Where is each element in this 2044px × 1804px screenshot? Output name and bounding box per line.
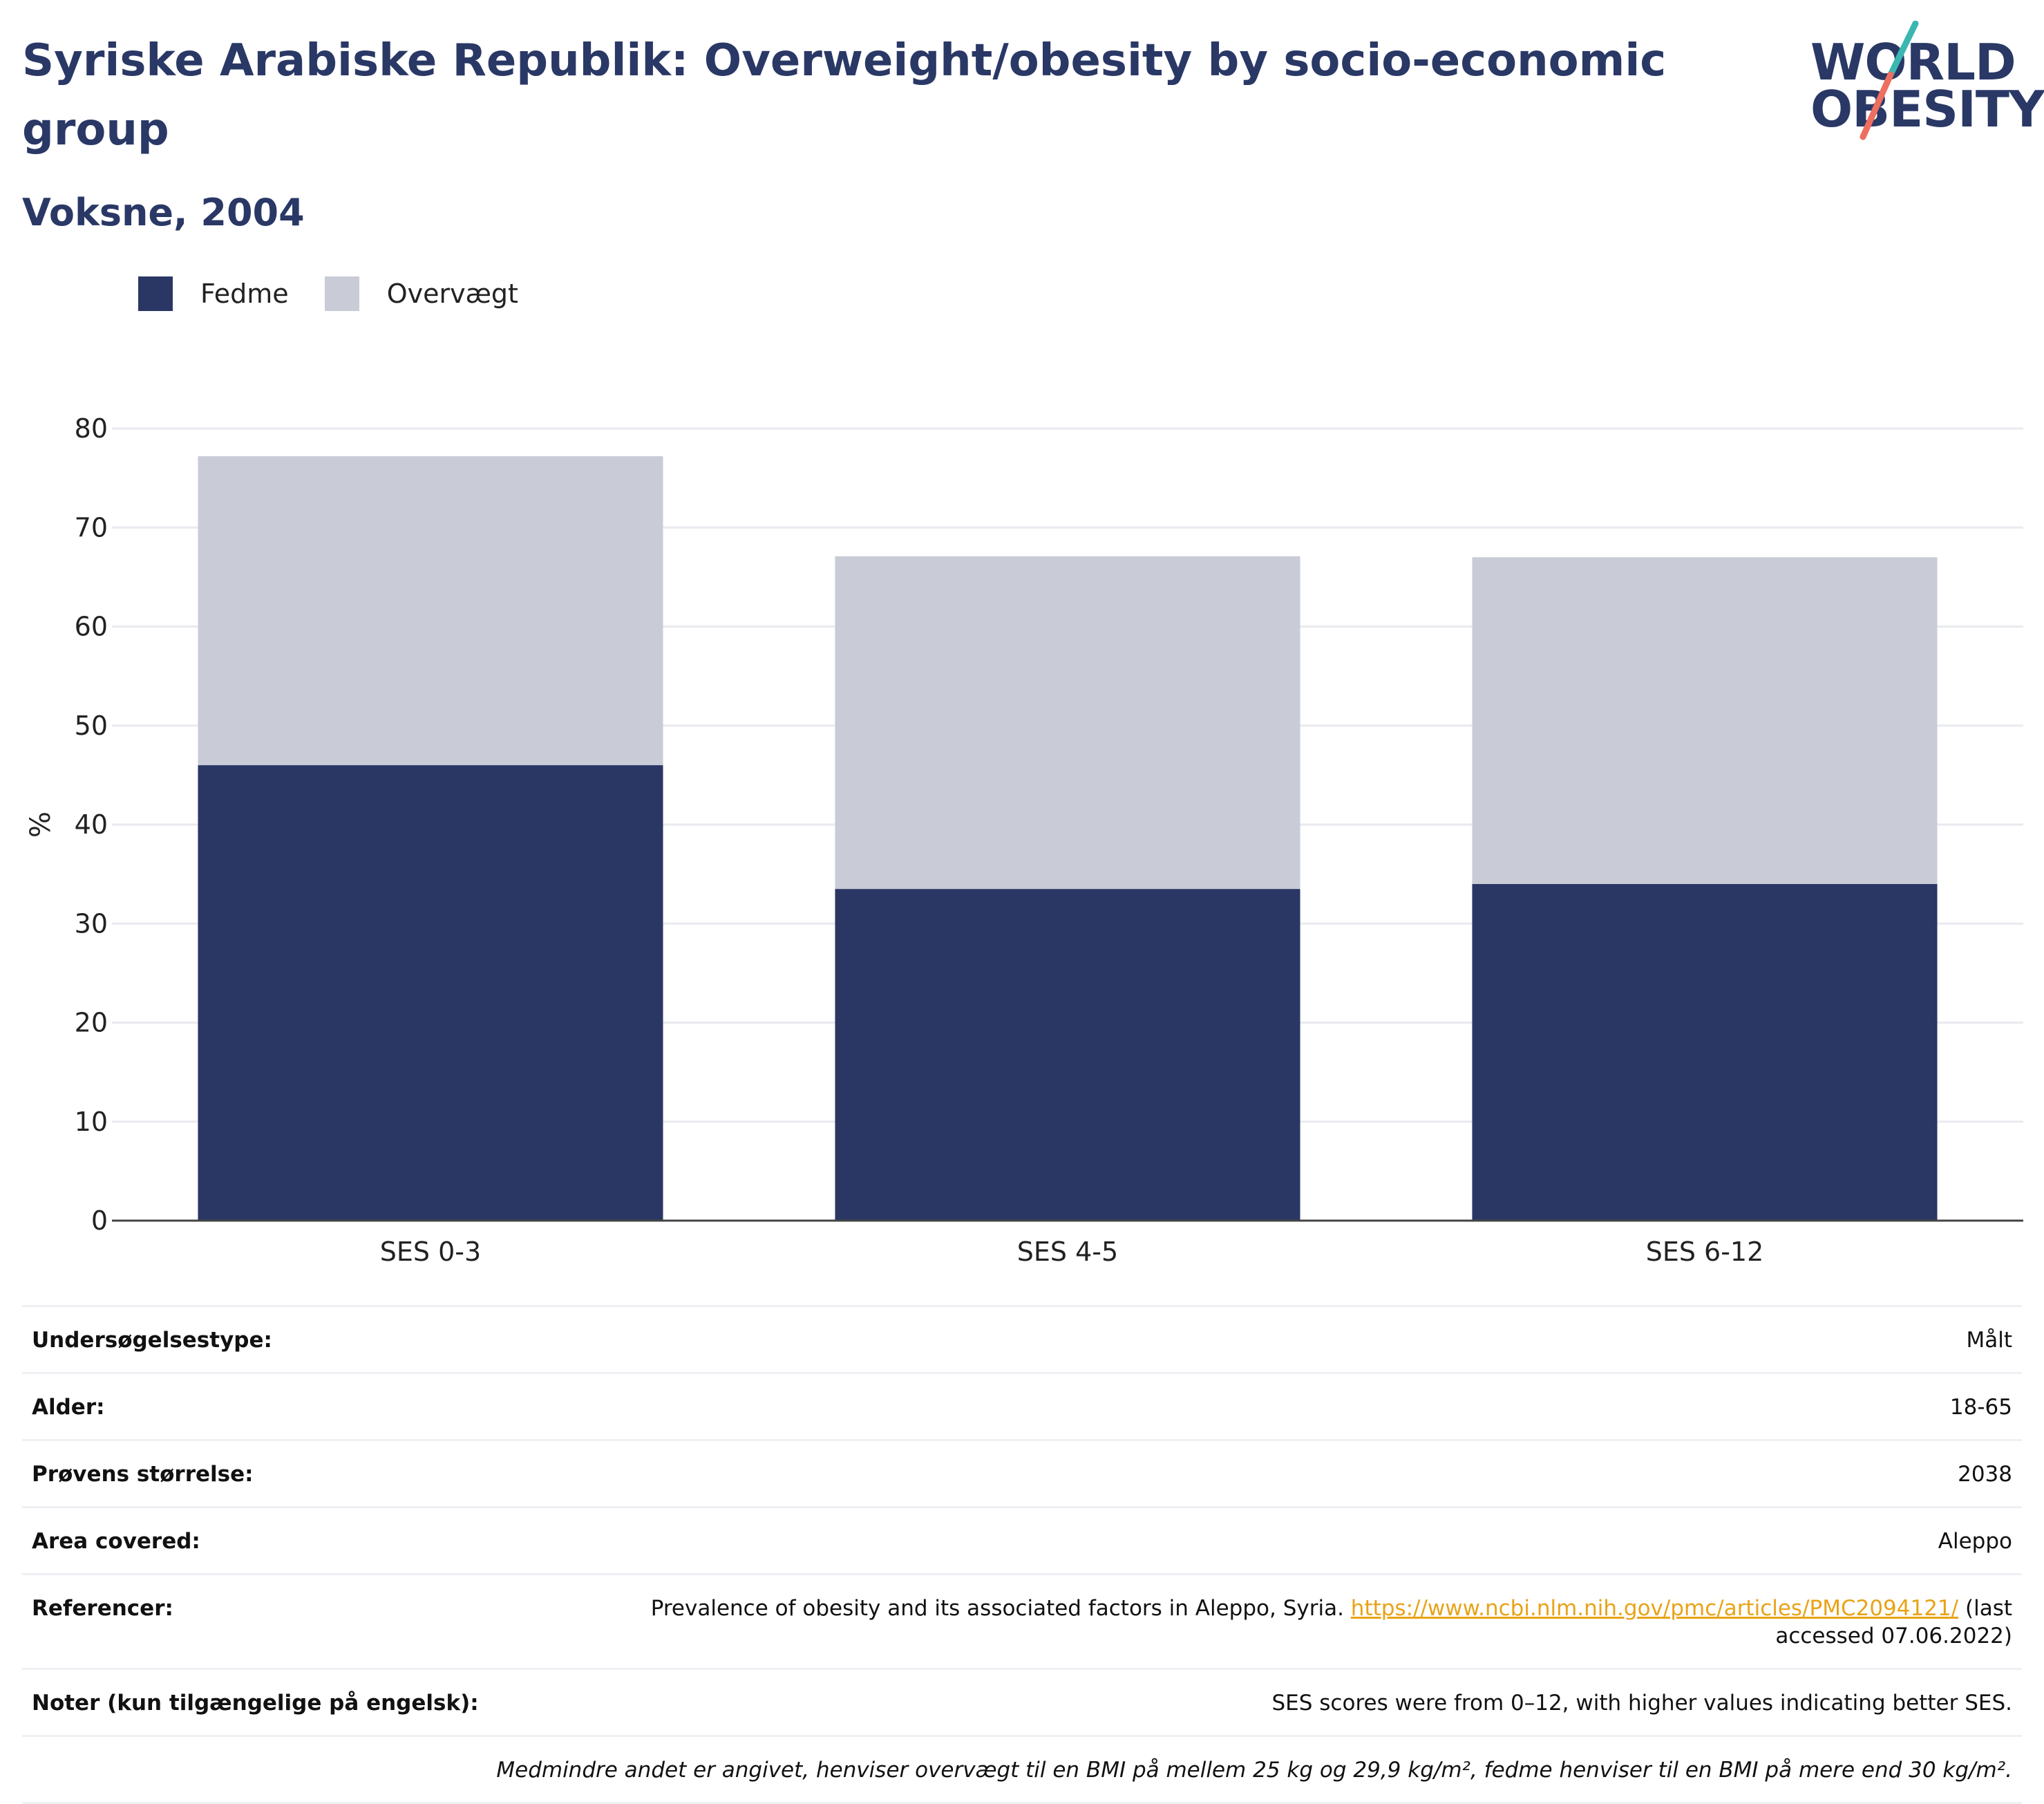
info-row-age: Alder: 18-65 xyxy=(22,1374,2022,1441)
y-tick-label: 70 xyxy=(75,512,108,543)
bar-fedme-2 xyxy=(835,889,1300,1221)
info-value: Målt xyxy=(1966,1328,2012,1353)
x-tick-label: SES 0-3 xyxy=(380,1237,481,1267)
y-tick-label: 80 xyxy=(75,413,108,444)
logo-line-1: WORLD xyxy=(1810,33,2016,91)
y-tick-label: 30 xyxy=(75,908,108,939)
legend-item-fedme[interactable]: Fedme xyxy=(138,276,289,311)
reference-link[interactable]: https://www.ncbi.nlm.nih.gov/pmc/article… xyxy=(1350,1596,1959,1621)
y-tick-label: 40 xyxy=(75,809,108,840)
y-tick-label: 50 xyxy=(75,711,108,741)
info-label: Noter (kun tilgængelige på engelsk): xyxy=(32,1691,479,1716)
info-row-footnote: Medmindre andet er angivet, henviser ove… xyxy=(22,1737,2022,1804)
reference-suffix: (last accessed 07.06.2022) xyxy=(1775,1596,2012,1648)
info-row-notes: Noter (kun tilgængelige på engelsk): SES… xyxy=(22,1670,2022,1737)
info-value: 2038 xyxy=(1958,1462,2012,1487)
info-label: Prøvens størrelse: xyxy=(32,1462,254,1487)
info-row-references: Referencer: Prevalence of obesity and it… xyxy=(22,1575,2022,1670)
legend-label-fedme: Fedme xyxy=(200,279,289,309)
info-label: Alder: xyxy=(32,1395,105,1420)
info-value: SES scores were from 0–12, with higher v… xyxy=(1271,1691,2012,1716)
y-tick-label: 0 xyxy=(91,1205,108,1236)
chart-subtitle: Voksne, 2004 xyxy=(22,191,305,234)
info-row-area: Area covered: Aleppo xyxy=(22,1508,2022,1575)
legend-swatch-fedme xyxy=(138,276,173,311)
stacked-bar-chart: 0 10 20 30 40 50 60 70 80% SES 0-3 SES 4-5 SES 6-12 xyxy=(25,413,2023,1267)
bar-overvaegt-2 xyxy=(835,556,1300,890)
logo-slash-icon xyxy=(1860,21,1919,140)
bar-overvaegt-3 xyxy=(1472,557,1938,884)
chart-legend: Fedme Overvægt xyxy=(138,275,554,312)
bar-fedme-3 xyxy=(1472,883,1938,1221)
info-row-sample-size: Prøvens størrelse: 2038 xyxy=(22,1441,2022,1508)
y-axis-title: % xyxy=(25,811,57,838)
info-value: Aleppo xyxy=(1938,1529,2012,1554)
reference-text: Prevalence of obesity and its associated… xyxy=(650,1596,1344,1621)
y-tick-label: 20 xyxy=(75,1008,108,1038)
logo-line-2: OBESITY xyxy=(1810,80,2044,138)
bar-overvaegt-1 xyxy=(198,456,663,766)
y-tick-label: 60 xyxy=(75,612,108,642)
info-label: Area covered: xyxy=(32,1529,200,1554)
bar-fedme-1 xyxy=(198,765,663,1221)
info-label: Referencer: xyxy=(32,1596,173,1621)
info-table: Undersøgelsestype: Målt Alder: 18-65 Prø… xyxy=(22,1305,2022,1804)
info-label: Undersøgelsestype: xyxy=(32,1328,272,1353)
reference-value: Prevalence of obesity and its associated… xyxy=(561,1595,2012,1650)
chart-title: Syriske Arabiske Republik: Overweight/ob… xyxy=(22,35,1667,156)
x-tick-label: SES 4-5 xyxy=(1017,1237,1118,1267)
x-tick-label: SES 6-12 xyxy=(1646,1237,1764,1267)
footnote: Medmindre andet er angivet, henviser ove… xyxy=(496,1758,2012,1783)
legend-item-overvaegt[interactable]: Overvægt xyxy=(324,276,518,311)
info-value: 18-65 xyxy=(1949,1395,2012,1420)
legend-swatch-overvaegt xyxy=(324,276,359,311)
info-row-survey-type: Undersøgelsestype: Målt xyxy=(22,1307,2022,1374)
world-obesity-logo: WORLD OBESITY xyxy=(1797,21,2044,145)
legend-label-overvaegt: Overvægt xyxy=(386,279,518,309)
y-tick-label: 10 xyxy=(75,1107,108,1137)
